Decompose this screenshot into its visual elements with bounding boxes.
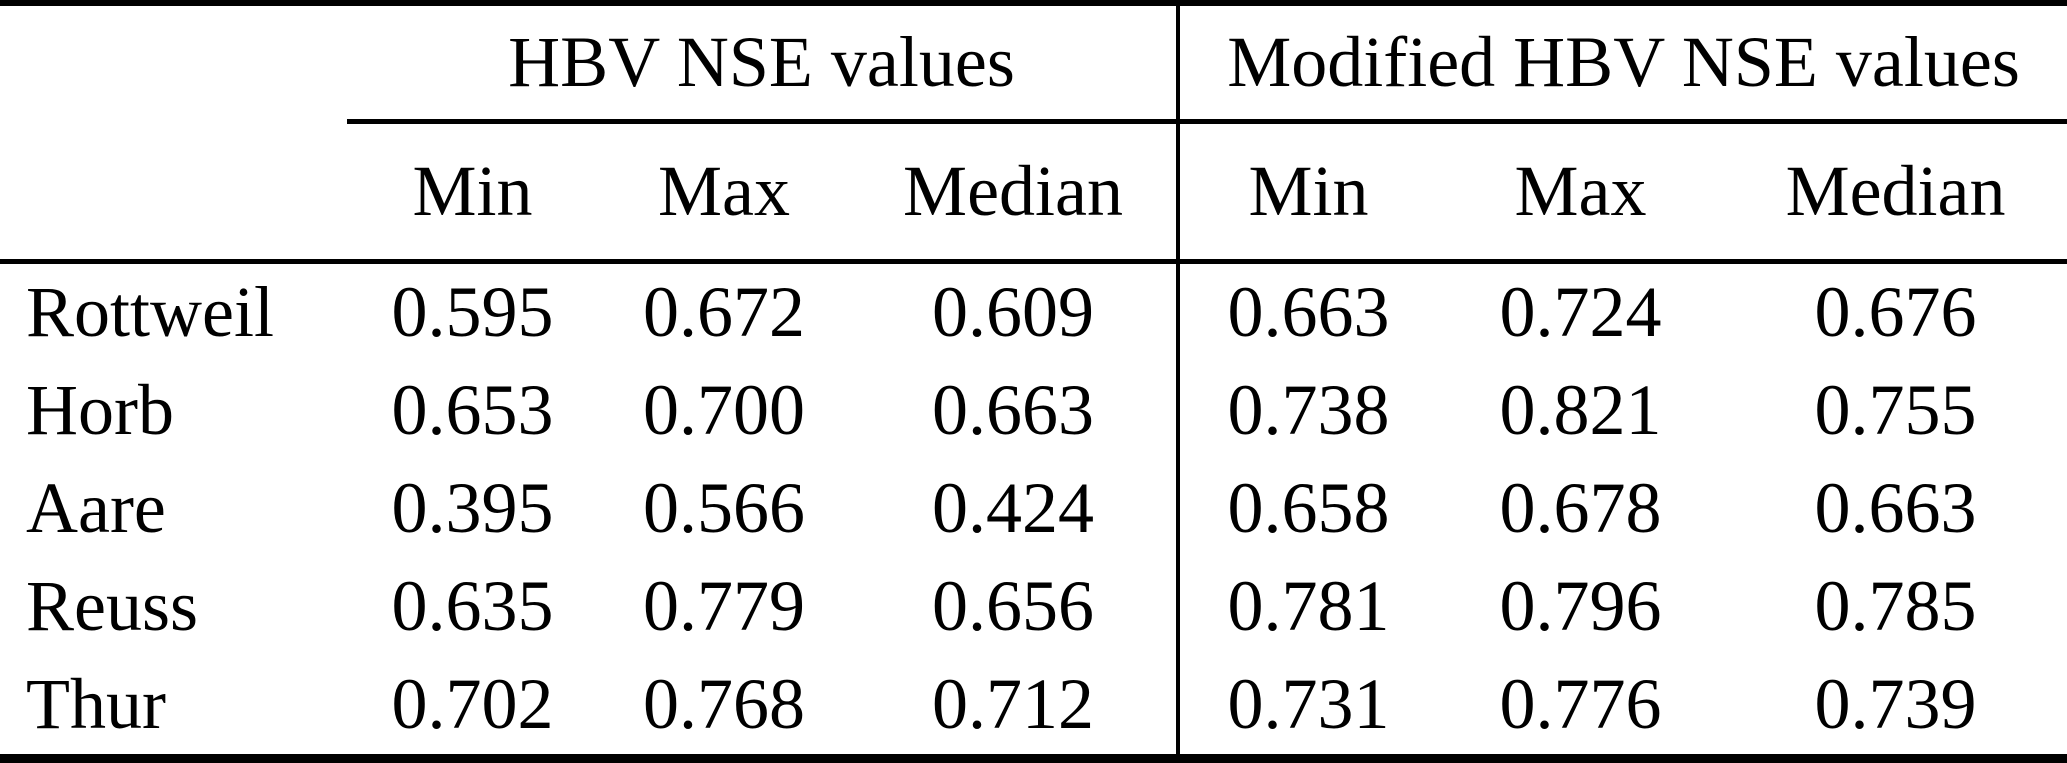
value-cell: 0.658 (1176, 459, 1438, 558)
corner-cell (0, 3, 347, 121)
column-header-row: Min Max Median Min Max Median (0, 121, 2067, 264)
col-header-mod-min: Min (1176, 121, 1438, 264)
value-cell: 0.663 (932, 370, 1095, 451)
row-label: Aare (26, 468, 166, 549)
table-row-thur: Thur 0.702 0.768 0.712 0.731 0.776 0.739 (0, 655, 2067, 759)
value-cell: 0.702 (391, 664, 554, 745)
stub-header-cell (0, 121, 347, 264)
value-cell: 0.700 (643, 370, 805, 451)
table-row-aare: Aare 0.395 0.566 0.424 0.658 0.678 0.663 (0, 459, 2067, 558)
value-cell: 0.785 (1814, 565, 1977, 646)
value-cell: 0.635 (391, 565, 554, 646)
value-cell: 0.796 (1499, 565, 1662, 646)
value-cell: 0.724 (1499, 272, 1662, 353)
table-row-reuss: Reuss 0.635 0.779 0.656 0.781 0.796 0.78… (0, 557, 2067, 656)
value-cell: 0.712 (932, 664, 1095, 745)
value-cell: 0.776 (1499, 664, 1662, 745)
table-row-horb: Horb 0.653 0.700 0.663 0.738 0.821 0.755 (0, 361, 2067, 460)
col-header-mod-max: Max (1437, 121, 1725, 264)
value-cell: 0.395 (391, 468, 554, 549)
value-cell: 0.424 (932, 468, 1095, 549)
row-label: Reuss (26, 565, 199, 646)
col-header-hbv-max: Max (598, 121, 850, 264)
value-cell: 0.672 (643, 272, 805, 353)
col-header-hbv-median: Median (850, 121, 1179, 264)
value-cell: 0.663 (1176, 261, 1438, 362)
value-cell: 0.755 (1814, 370, 1977, 451)
value-cell: 0.663 (1814, 468, 1977, 549)
value-cell: 0.738 (1176, 361, 1438, 460)
value-cell: 0.678 (1499, 468, 1662, 549)
value-cell: 0.609 (932, 272, 1095, 353)
table-row-rottweil: Rottweil 0.595 0.672 0.609 0.663 0.724 0… (0, 261, 2067, 362)
value-cell: 0.653 (391, 370, 554, 451)
value-cell: 0.656 (932, 565, 1095, 646)
value-cell: 0.566 (643, 468, 805, 549)
row-label: Rottweil (26, 272, 274, 353)
row-label: Thur (26, 664, 166, 745)
value-cell: 0.781 (1176, 557, 1438, 656)
group-header-hbv: HBV NSE values (347, 3, 1179, 124)
group-header-modified: Modified HBV NSE values (1176, 3, 2067, 124)
row-label: Horb (26, 370, 174, 451)
value-cell: 0.731 (1176, 655, 1438, 759)
value-cell: 0.779 (643, 565, 805, 646)
col-header-hbv-min: Min (347, 121, 598, 264)
value-cell: 0.739 (1814, 664, 1977, 745)
value-cell: 0.595 (391, 272, 554, 353)
group-header-row: HBV NSE values Modified HBV NSE values (0, 3, 2067, 124)
value-cell: 0.821 (1499, 370, 1662, 451)
col-header-mod-median: Median (1724, 121, 2067, 264)
value-cell: 0.676 (1814, 272, 1977, 353)
value-cell: 0.768 (643, 664, 805, 745)
